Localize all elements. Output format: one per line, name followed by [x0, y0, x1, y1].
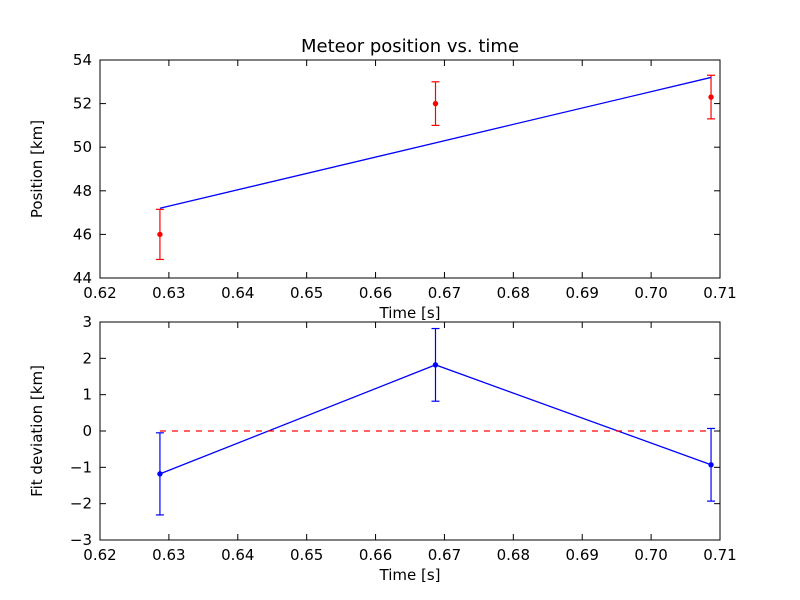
series-line: [159, 76, 712, 209]
y-axis-label: Fit deviation [km]: [28, 365, 46, 497]
x-tick-label: 0.71: [703, 284, 736, 302]
x-tick-label: 0.62: [83, 546, 116, 564]
x-tick-label: 0.69: [566, 546, 599, 564]
x-tick-label: 0.70: [634, 546, 667, 564]
x-tick-label: 0.65: [290, 546, 323, 564]
x-axis-label: Time [s]: [379, 304, 441, 322]
y-tick-label: 3: [82, 313, 92, 331]
x-tick-label: 0.68: [497, 546, 530, 564]
x-tick-label: 0.64: [221, 546, 254, 564]
y-tick-label: 1: [82, 386, 92, 404]
y-tick-label: 46: [73, 225, 92, 243]
x-tick-label: 0.70: [634, 284, 667, 302]
subplot-2: 0.62 0.63 0.64 0.65 0.66 0.67 0.68 0.69 0.70 0.71…: [28, 313, 737, 584]
y-tick-label: 52: [73, 95, 92, 113]
x-tick-label: 0.63: [152, 546, 185, 564]
y-tick-label: −3: [70, 531, 92, 549]
y-axis-label: Position [km]: [28, 120, 46, 218]
y-tick-label: 48: [73, 182, 92, 200]
y-tick-label: −1: [70, 458, 92, 476]
y-tick-label: 2: [82, 349, 92, 367]
series-2: [159, 76, 712, 209]
data-point: [432, 100, 439, 107]
y-tick-label: 50: [73, 138, 92, 156]
x-tick-label: 0.65: [290, 284, 323, 302]
series-1: [155, 74, 716, 261]
x-tick-label: 0.68: [497, 284, 530, 302]
data-point: [157, 471, 163, 477]
axes-frame: [99, 59, 721, 279]
x-tick-label: 0.66: [359, 284, 392, 302]
y-tick-label: 54: [73, 51, 92, 69]
x-tick-label: 0.69: [566, 284, 599, 302]
data-point: [157, 231, 163, 238]
data-point: [708, 94, 714, 100]
x-axis-label: Time [s]: [379, 566, 441, 584]
x-tick-label: 0.64: [221, 284, 254, 302]
chart-title: Meteor position vs. time: [301, 36, 519, 57]
x-tick-label: 0.67: [428, 546, 461, 564]
data-point: [432, 362, 439, 368]
y-tick-label: −2: [70, 495, 92, 513]
subplot-1: 0.62 0.63 0.64 0.65 0.66 0.67 0.68 0.69 0.70 0.71…: [28, 36, 737, 322]
data-point: [708, 462, 714, 468]
x-tick-label: 0.71: [703, 546, 736, 564]
x-tick-label: 0.67: [428, 284, 461, 302]
x-tick-label: 0.62: [83, 284, 116, 302]
x-tick-label: 0.66: [359, 546, 392, 564]
x-tick-label: 0.63: [152, 284, 185, 302]
y-tick-label: 44: [73, 269, 92, 287]
y-tick-label: 0: [82, 422, 92, 440]
